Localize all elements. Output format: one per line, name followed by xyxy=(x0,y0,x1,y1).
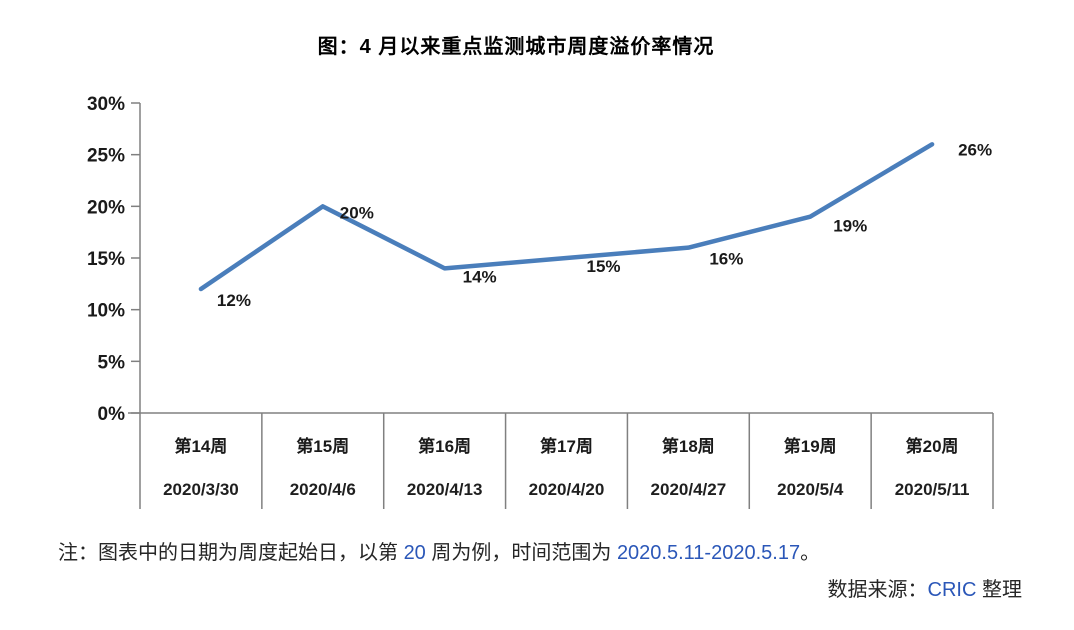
x-date-label: 2020/5/11 xyxy=(895,480,970,499)
data-source-agency: CRIC xyxy=(927,579,977,601)
data-point-label: 12% xyxy=(217,291,251,310)
y-tick-label: 5% xyxy=(98,352,126,373)
x-week-label: 第17周 xyxy=(540,436,593,456)
chart-title: 图：4 月以来重点监测城市周度溢价率情况 xyxy=(317,36,715,58)
footnote-date-range: 2020.5.11-2020.5.17 xyxy=(616,542,801,564)
premium-rate-series-line xyxy=(198,142,935,292)
x-week-label: 第15周 xyxy=(296,436,349,456)
data-point-label: 16% xyxy=(709,250,743,269)
y-tick-label: 10% xyxy=(87,301,125,322)
footnote-week-number: 20 xyxy=(403,542,426,564)
data-point-label: 15% xyxy=(587,257,621,276)
x-week-label: 第16周 xyxy=(418,436,471,456)
data-point-label: 26% xyxy=(958,140,992,159)
data-point-label: 19% xyxy=(833,217,867,236)
x-date-label: 2020/4/27 xyxy=(651,480,727,499)
footnote-text-middle: 周为例，时间范围为 xyxy=(425,542,617,564)
data-source-suffix: 整理 xyxy=(976,579,1022,601)
x-date-label: 2020/4/6 xyxy=(290,480,356,499)
data-source-label: 数据来源： xyxy=(827,579,928,601)
y-tick-label: 20% xyxy=(87,197,125,218)
footnote-text-prefix: 注：图表中的日期为周度起始日，以第 xyxy=(58,542,404,564)
x-week-label: 第14周 xyxy=(174,436,227,456)
y-tick-label: 30% xyxy=(87,94,125,115)
data-point-label: 14% xyxy=(463,267,497,286)
data-point-label: 20% xyxy=(340,203,374,222)
y-tick-label: 25% xyxy=(87,146,125,167)
x-date-label: 2020/5/4 xyxy=(777,480,844,499)
x-date-label: 2020/3/30 xyxy=(163,480,239,499)
x-date-label: 2020/4/20 xyxy=(529,480,605,499)
x-week-label: 第20周 xyxy=(906,436,959,456)
x-week-label: 第18周 xyxy=(662,436,715,456)
data-source: 数据来源：CRIC 整理 xyxy=(828,576,1022,604)
y-tick-label: 15% xyxy=(87,249,125,270)
x-date-label: 2020/4/13 xyxy=(407,480,483,499)
footnote: 注：图表中的日期为周度起始日，以第 20 周为例，时间范围为 2020.5.11… xyxy=(58,538,1038,568)
y-tick-label: 0% xyxy=(98,404,126,425)
footnote-text-suffix: 。 xyxy=(800,542,821,564)
x-week-label: 第19周 xyxy=(784,436,837,456)
